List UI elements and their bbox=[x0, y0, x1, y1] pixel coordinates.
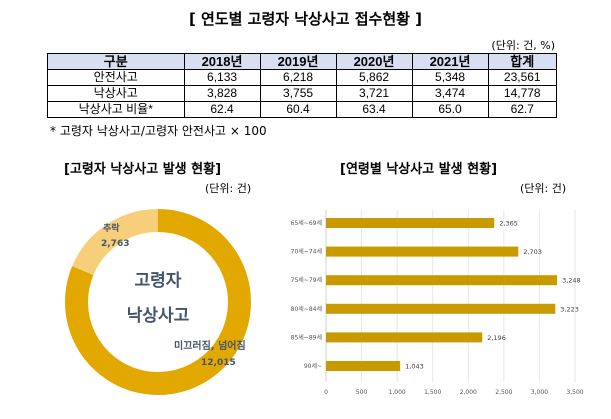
donut-center-label: 고령자 bbox=[135, 270, 182, 291]
data-label: 2,703 bbox=[523, 248, 542, 256]
header-cell: 합계 bbox=[487, 53, 558, 70]
y-tick-label: 70세~74세 bbox=[291, 248, 322, 256]
x-tick-label: 500 bbox=[356, 389, 368, 396]
y-tick-label: 80세~84세 bbox=[291, 305, 322, 313]
x-tick-label: 0 bbox=[324, 389, 328, 396]
table-unit: (단위: 건, %) bbox=[491, 39, 555, 52]
stats-table: 구분 2018년 2019년 2020년 2021년 합계 안전사고 6,133 6… bbox=[47, 53, 558, 118]
data-label: 1,043 bbox=[405, 363, 424, 371]
bar-unit: (단위: 건) bbox=[520, 182, 567, 195]
header-cell: 2018년 bbox=[183, 53, 261, 70]
slice-value: 12,015 bbox=[201, 358, 236, 368]
cell: 3,755 bbox=[259, 85, 337, 102]
x-tick-label: 1,000 bbox=[389, 389, 406, 396]
cell: 60.4 bbox=[259, 101, 337, 118]
bar bbox=[326, 361, 401, 371]
y-tick-label: 90세~ bbox=[304, 362, 322, 370]
data-label: 2,365 bbox=[499, 220, 518, 228]
cell: 62.7 bbox=[487, 101, 558, 118]
y-tick-label: 85세~89세 bbox=[291, 333, 322, 341]
donut-slice-1 bbox=[72, 209, 159, 276]
cell: 5,348 bbox=[411, 69, 489, 86]
slice-value: 2,763 bbox=[101, 239, 129, 249]
cell: 63.4 bbox=[335, 101, 413, 118]
bar bbox=[326, 303, 556, 314]
x-tick-label: 2,500 bbox=[495, 389, 512, 396]
y-tick-label: 65세~69세 bbox=[291, 219, 322, 227]
cell: 62.4 bbox=[183, 101, 261, 118]
data-label: 2,196 bbox=[487, 334, 506, 342]
x-tick-label: 3,500 bbox=[566, 389, 583, 396]
table-row: 낙상사고 비율* 62.4 60.4 63.4 65.0 62.7 bbox=[47, 101, 558, 118]
data-label: 3,223 bbox=[560, 305, 579, 313]
bar bbox=[326, 275, 558, 286]
x-tick-label: 1,500 bbox=[424, 389, 441, 396]
header-cell: 2021년 bbox=[411, 53, 489, 70]
x-tick-label: 2,000 bbox=[460, 389, 477, 396]
data-label: 3,248 bbox=[562, 277, 581, 285]
bar-title: [연령별 낙상사고 발생 현황] bbox=[340, 162, 498, 177]
donut-slice-0 bbox=[65, 209, 251, 395]
page-title: [ 연도별 고령자 낙상사고 접수현황 ] bbox=[188, 10, 423, 28]
bar bbox=[326, 246, 519, 257]
header-cell: 2019년 bbox=[259, 53, 337, 70]
header-cell: 구분 bbox=[47, 53, 185, 70]
cell: 6,218 bbox=[259, 69, 337, 86]
donut-unit: (단위: 건) bbox=[205, 182, 252, 195]
bar bbox=[326, 332, 483, 343]
donut-center-label: 낙상사고 bbox=[127, 306, 190, 326]
y-tick-label: 75세~79세 bbox=[291, 276, 322, 284]
bar bbox=[326, 218, 495, 228]
slice-label: 추락 bbox=[103, 222, 120, 234]
cell: 낙상사고 비율* bbox=[47, 101, 185, 118]
footnote: * 고령자 낙상사고/고령자 안전사고 × 100 bbox=[50, 124, 267, 138]
cell: 65.0 bbox=[411, 101, 489, 118]
x-tick-label: 3,000 bbox=[531, 389, 548, 396]
table-header-row: 구분 2018년 2019년 2020년 2021년 합계 bbox=[47, 53, 558, 70]
slice-label: 미끄러짐, 넘어짐 bbox=[174, 339, 246, 352]
donut-title: [고령자 낙상사고 발생 현황] bbox=[64, 162, 222, 177]
